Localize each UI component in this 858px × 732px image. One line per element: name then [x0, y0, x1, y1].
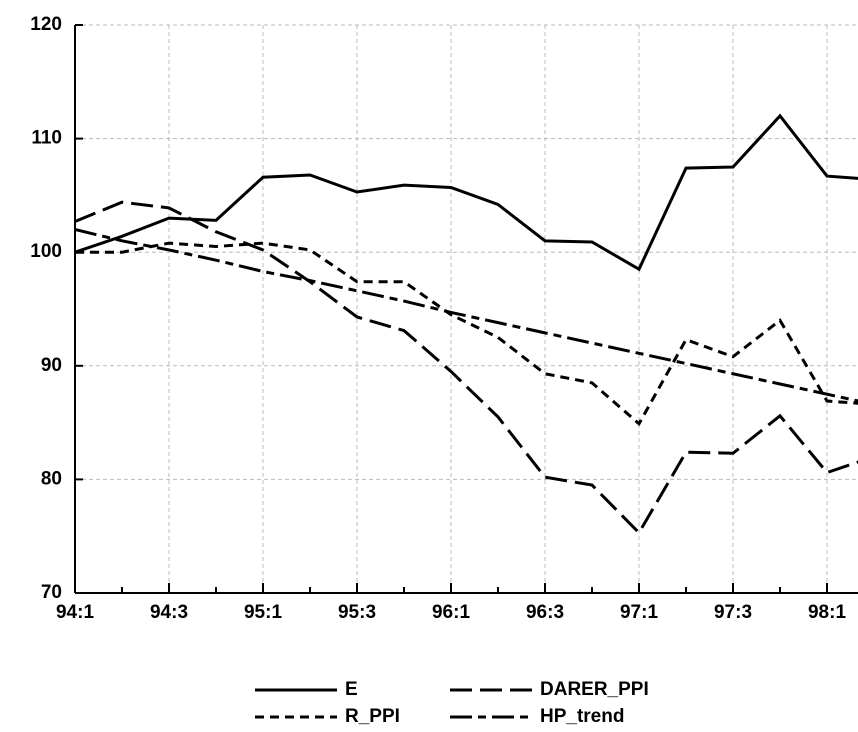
y-tick-label: 100 [30, 241, 62, 262]
legend-label: DARER_PPI [540, 679, 649, 700]
x-tick-label: 96:1 [432, 602, 470, 623]
x-tick-label: 97:1 [620, 602, 658, 623]
legend-label: HP_trend [540, 706, 624, 727]
legend-label: R_PPI [345, 706, 400, 727]
series-line [75, 228, 858, 403]
y-tick-label: 90 [41, 355, 62, 376]
series-line [75, 241, 858, 427]
labels: 70 80 90 100 110 120 94:1 94:3 95:1 95:3 96:1 96:3 9… [30, 14, 846, 727]
y-tick-label: 70 [41, 582, 62, 603]
plot-area [75, 113, 858, 536]
x-tick-label: 98:1 [808, 602, 846, 623]
x-tick-label: 94:3 [150, 602, 188, 623]
x-tick-label: 94:1 [56, 602, 94, 623]
grid [75, 24, 858, 593]
x-tick-label: 97:3 [714, 602, 752, 623]
y-tick-label: 110 [31, 128, 62, 149]
x-tick-label: 96:3 [526, 602, 564, 623]
series-line [75, 113, 858, 272]
y-tick-label: 80 [41, 468, 62, 489]
legend-label: E [345, 679, 358, 700]
x-tick-label: 95:1 [244, 602, 282, 623]
x-tick-label: 95:3 [338, 602, 376, 623]
series-line [75, 200, 858, 536]
y-tick-label: 120 [30, 14, 62, 35]
